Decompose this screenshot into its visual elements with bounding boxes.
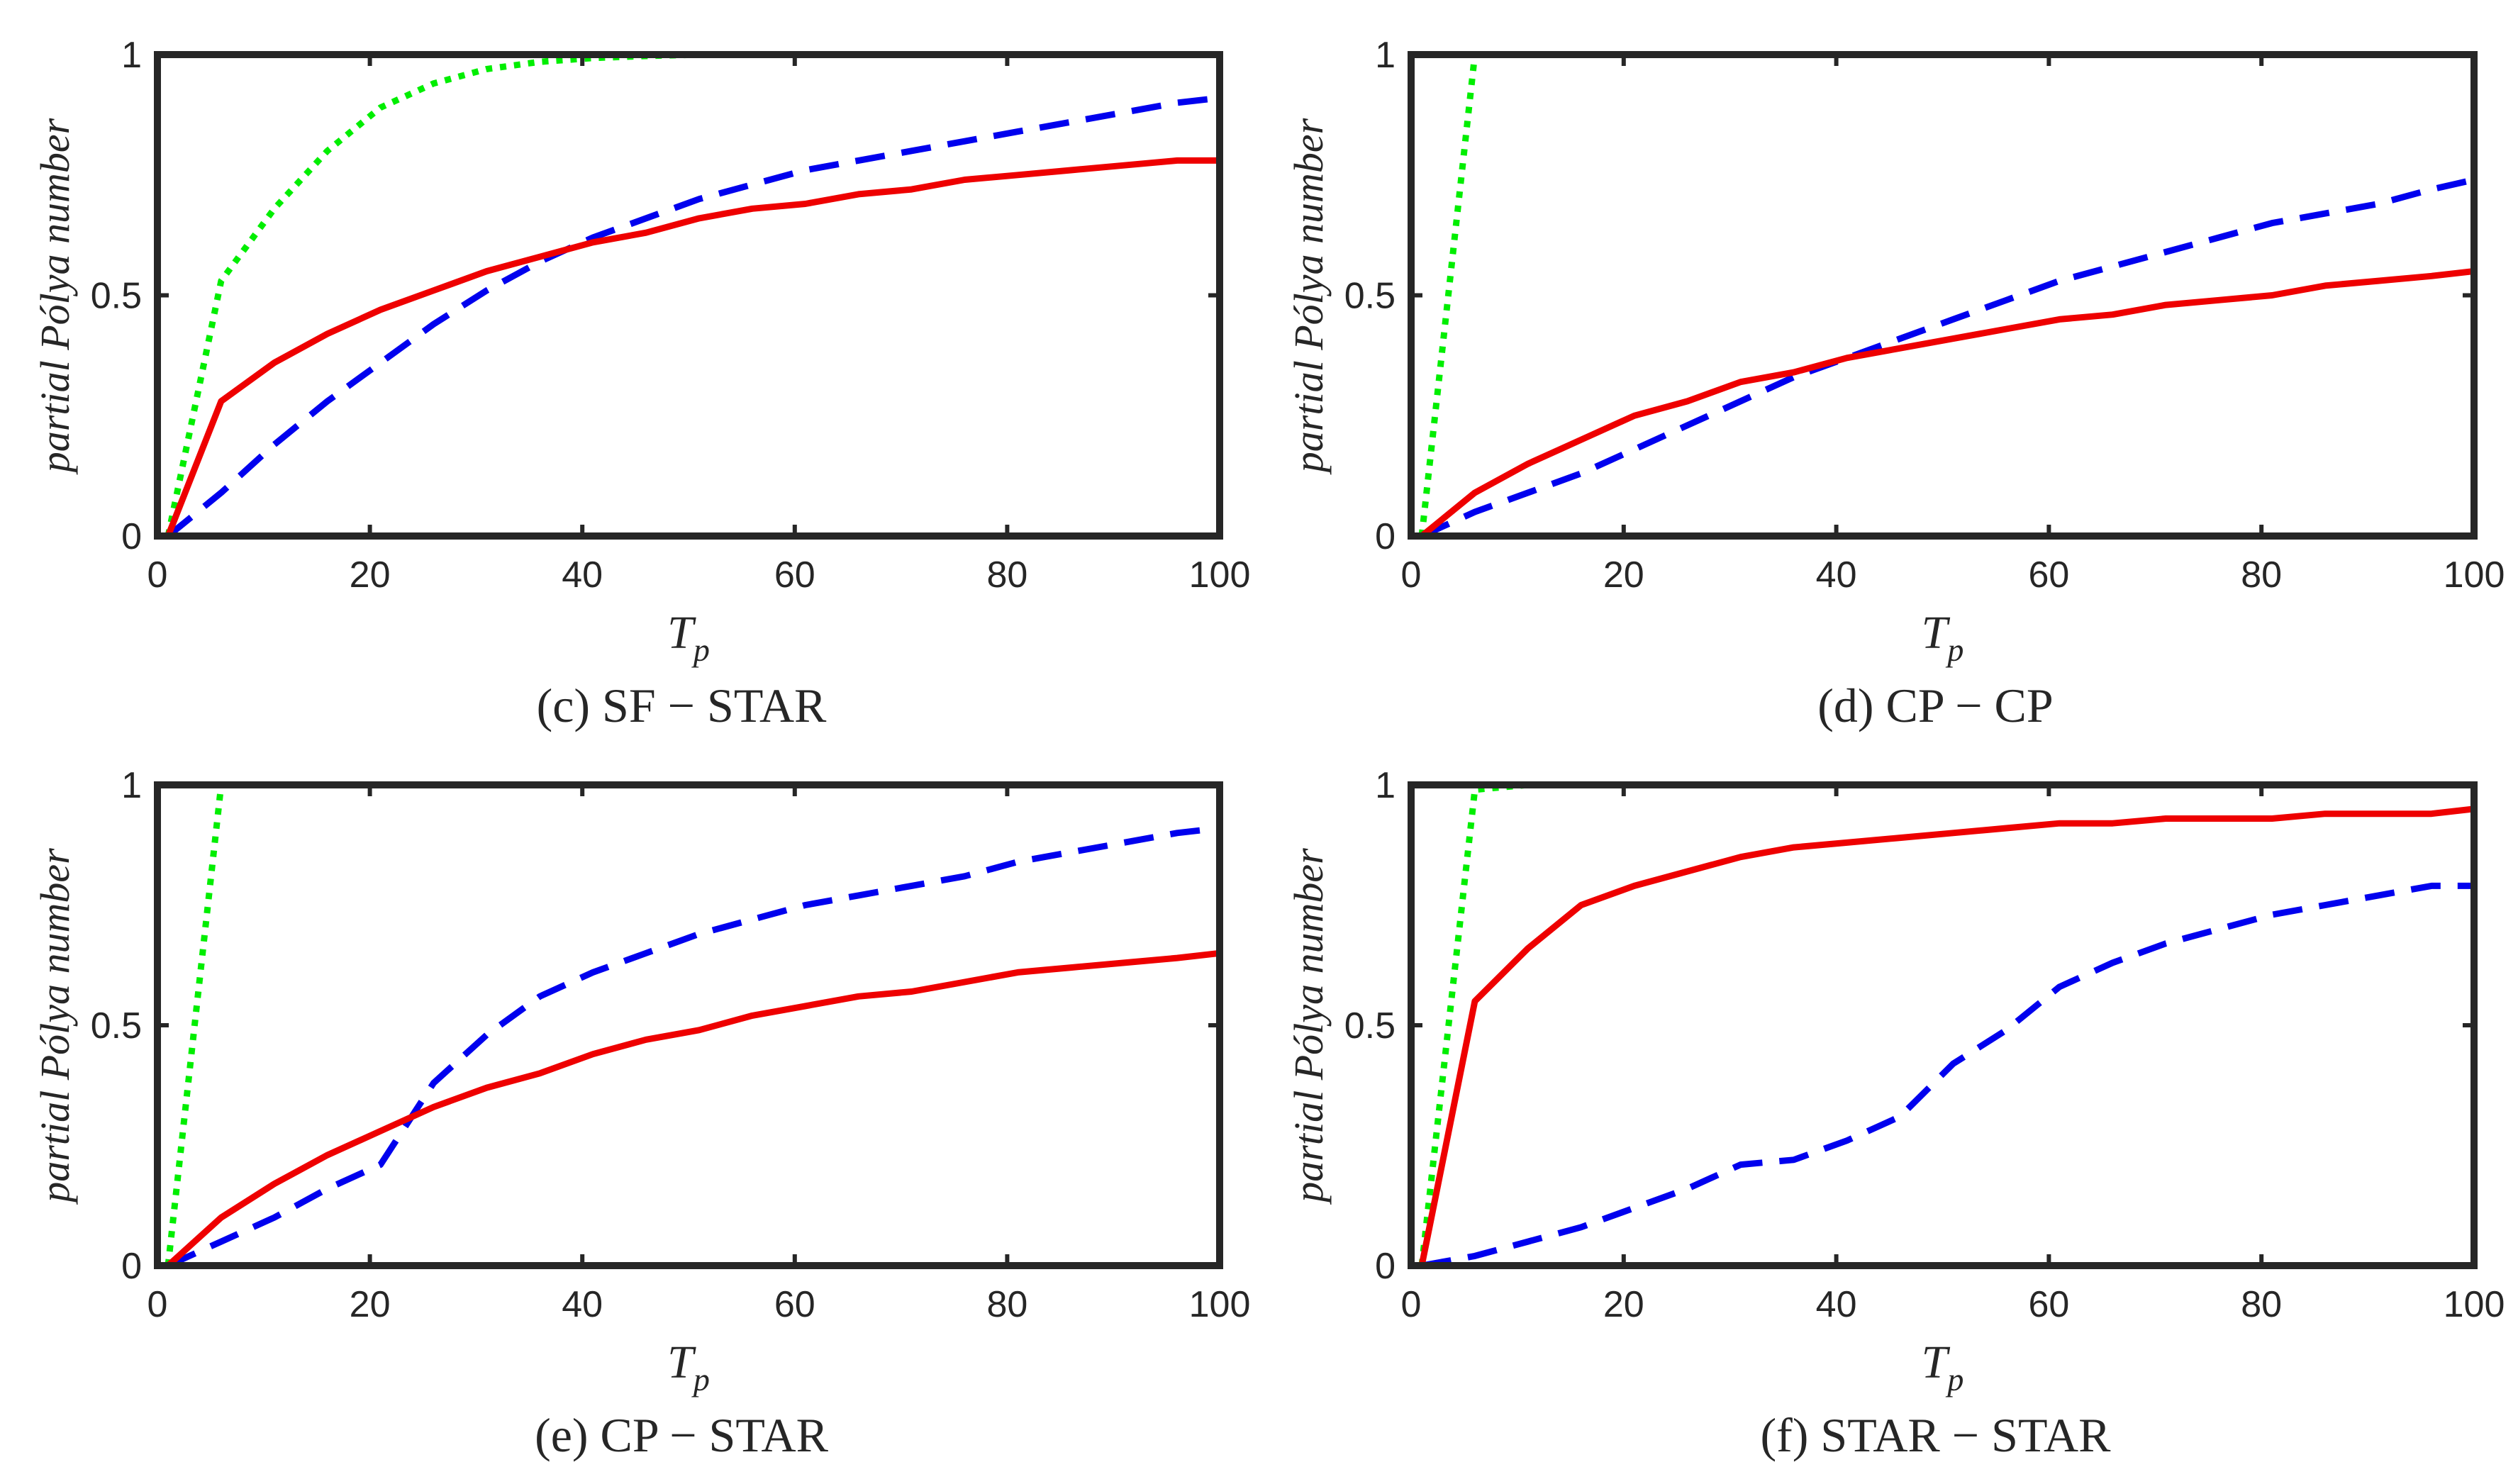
- series-line-solid: [165, 157, 1220, 537]
- x-tick-label: 40: [1816, 554, 1857, 596]
- x-tick-label: 40: [562, 1284, 603, 1325]
- axes-frame: [1408, 51, 2478, 540]
- y-tick-label: 0: [1375, 1246, 1396, 1287]
- series-line-solid: [1418, 805, 2474, 1266]
- y-tick-label: 1: [121, 765, 142, 806]
- x-axis-label: Tp: [667, 607, 710, 668]
- series-line-dashed: [166, 94, 1220, 539]
- y-tick-label: 1: [1375, 35, 1396, 76]
- series-line-dotted: [1418, 781, 2474, 1266]
- x-tick-label: 20: [1603, 1284, 1644, 1325]
- panel-caption: (f) STAR − STAR: [1760, 1408, 2111, 1462]
- panel-caption: (e) CP − STAR: [535, 1408, 828, 1462]
- x-tick-label: 20: [350, 1284, 391, 1325]
- chart-panel-3: 0 20 40 60 80 100 0 0.5 1 Tp partial Pólya number (…: [1286, 765, 2505, 1462]
- x-tick-label: 40: [1816, 1284, 1857, 1325]
- y-tick-label: 0: [121, 516, 142, 557]
- y-axis-label: partial Pólya number: [32, 848, 78, 1205]
- series-line-dashed: [167, 825, 1220, 1269]
- x-tick-label: 20: [350, 554, 391, 596]
- y-tick-label: 0.5: [91, 276, 142, 317]
- y-axis-label: partial Pólya number: [32, 118, 78, 475]
- panel-caption: (d) CP − CP: [1817, 679, 2053, 732]
- y-axis-label: partial Pólya number: [1286, 118, 1332, 475]
- x-tick-label: 0: [1401, 1284, 1422, 1325]
- y-axis-label: partial Pólya number: [1286, 848, 1332, 1205]
- x-tick-label: 80: [2241, 554, 2282, 596]
- panel-caption: (c) SF − STAR: [537, 679, 827, 732]
- x-tick-label: 60: [2028, 554, 2069, 596]
- y-tick-label: 1: [121, 35, 142, 76]
- x-tick-label: 60: [774, 554, 815, 596]
- x-tick-label: 100: [1189, 554, 1251, 596]
- x-tick-label: 100: [2444, 554, 2505, 596]
- chart-panel-2: 0 20 40 60 80 100 0 0.5 1 Tp partial Pólya number (…: [32, 765, 1250, 1462]
- series-line-dashed: [1421, 882, 2474, 1269]
- y-tick-label: 0.5: [91, 1005, 142, 1047]
- x-tick-label: 20: [1603, 554, 1644, 596]
- y-tick-label: 1: [1375, 765, 1396, 806]
- x-tick-label: 100: [2444, 1284, 2505, 1325]
- y-tick-label: 0.5: [1344, 276, 1396, 317]
- series-line-dotted: [165, 51, 1220, 537]
- y-tick-label: 0: [121, 1246, 142, 1287]
- x-axis-label: Tp: [1922, 1337, 1964, 1397]
- x-tick-label: 80: [2241, 1284, 2282, 1325]
- x-tick-label: 80: [986, 554, 1027, 596]
- chart-panel-1: 0 20 40 60 80 100 0 0.5 1 Tp partial Pólya number (…: [1286, 35, 2505, 732]
- chart-panel-0: 0 20 40 60 80 100 0 0.5 1 Tp partial Pólya number (…: [32, 35, 1250, 732]
- x-tick-label: 0: [147, 554, 168, 596]
- x-tick-label: 60: [2028, 1284, 2069, 1325]
- x-tick-label: 40: [562, 554, 603, 596]
- x-tick-label: 0: [1401, 554, 1422, 596]
- x-tick-label: 80: [986, 1284, 1027, 1325]
- y-tick-label: 0: [1375, 516, 1396, 557]
- series-line-dotted: [1418, 51, 2474, 537]
- axes-frame: [1408, 781, 2478, 1269]
- series-line-solid: [165, 949, 1220, 1268]
- series-line-dashed: [1420, 177, 2474, 540]
- x-axis-label: Tp: [1922, 607, 1964, 668]
- x-tick-label: 100: [1189, 1284, 1251, 1325]
- y-tick-label: 0.5: [1344, 1005, 1396, 1047]
- x-axis-label: Tp: [667, 1337, 710, 1397]
- x-tick-label: 0: [147, 1284, 168, 1325]
- series-line-solid: [1420, 268, 2474, 539]
- x-tick-label: 60: [774, 1284, 815, 1325]
